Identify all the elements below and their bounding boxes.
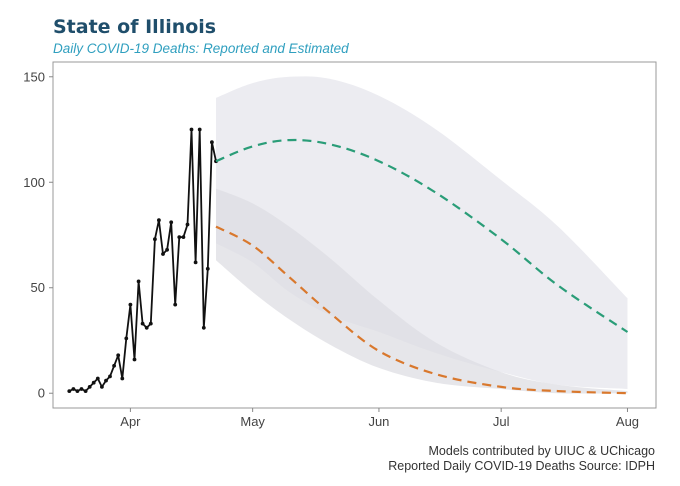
y-tick-label: 100 (23, 175, 45, 190)
reported-deaths-point (189, 127, 194, 132)
reported-deaths-point (124, 336, 129, 341)
reported-deaths-point (140, 321, 145, 326)
reported-deaths-point (181, 235, 186, 240)
reported-deaths-point (169, 220, 174, 225)
x-tick-label: Apr (120, 414, 141, 429)
reported-deaths-point (91, 380, 96, 385)
reported-deaths-point (116, 353, 121, 358)
reported-deaths-point (95, 376, 100, 381)
reported-deaths-point (104, 378, 108, 383)
reported-deaths-point (201, 325, 206, 330)
reported-deaths-point (193, 260, 198, 265)
reported-deaths-point (205, 266, 210, 271)
reported-deaths-point (83, 389, 88, 393)
reported-deaths-point (136, 279, 141, 284)
forecast-line-2 (215, 225, 628, 395)
reported-deaths-point (108, 374, 112, 379)
x-tick-label: May (240, 414, 265, 429)
reported-deaths-line (68, 128, 217, 393)
forecast-line-1 (215, 138, 629, 333)
reported-deaths-point (120, 376, 125, 381)
model-attribution: Models contributed by UIUC & UChicago (428, 444, 656, 458)
reported-deaths-point (185, 222, 190, 227)
reported-deaths-point (87, 385, 92, 389)
reported-deaths-point (71, 387, 76, 391)
x-tick-label: Jun (368, 414, 389, 429)
reported-deaths-point (132, 357, 137, 362)
chart-title: State of Illinois (53, 16, 217, 38)
x-tick-label: Aug (616, 414, 639, 429)
uncertainty-band-1 (216, 76, 628, 390)
data-source: Reported Daily COVID-19 Deaths Source: I… (388, 459, 655, 473)
reported-deaths-point (161, 252, 165, 256)
reported-deaths-point (79, 387, 84, 391)
reported-deaths-point (144, 325, 149, 330)
plot-frame (52, 61, 657, 409)
reported-deaths-point (128, 302, 133, 307)
reported-deaths-point (153, 237, 157, 242)
chart-subtitle: Daily COVID-19 Deaths: Reported and Esti… (53, 41, 349, 56)
uncertainty-band-2 (216, 188, 628, 394)
reported-deaths-point (67, 389, 72, 393)
y-tick-label: 0 (38, 386, 45, 401)
reported-deaths-point (210, 140, 214, 145)
reported-deaths-point (157, 218, 161, 223)
reported-deaths-point (75, 389, 80, 393)
reported-deaths-point (177, 235, 182, 240)
y-tick-label: 150 (23, 69, 45, 84)
x-tick-label: Jul (493, 414, 510, 429)
reported-deaths-point (148, 321, 153, 326)
reported-deaths-point (112, 363, 116, 368)
reported-deaths-point (165, 247, 170, 252)
y-tick-label: 50 (31, 280, 45, 295)
reported-deaths-point (197, 127, 202, 132)
reported-deaths-point (100, 385, 104, 389)
reported-deaths-point (173, 302, 178, 307)
